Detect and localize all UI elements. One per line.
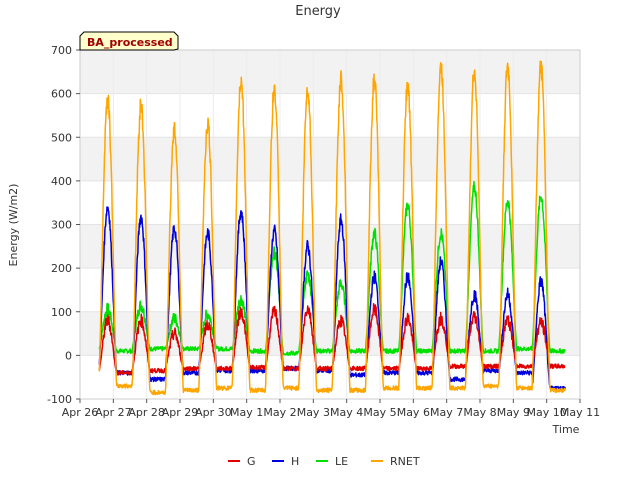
y-tick-label: 500 [51,131,72,144]
x-tick-label: Apr 30 [195,406,232,419]
legend-entry-g: G [228,455,256,468]
x-tick-label: May 11 [560,406,600,419]
y-tick-label: 0 [65,349,72,362]
plot-band [80,93,580,138]
y-tick-label: 300 [51,219,72,232]
x-tick-label: May 2 [263,406,296,419]
legend-label: G [247,455,256,468]
legend-entry-h: H [272,455,299,468]
x-tick-label: May 5 [363,406,396,419]
plot-band [80,180,580,225]
series-lines [98,60,566,396]
x-tick-label: May 9 [497,406,530,419]
x-tick-label: Apr 27 [95,406,132,419]
y-tick-label: 400 [51,175,72,188]
y-axis-title: Energy (W/m2) [7,184,20,267]
legend: G H LE RNET [228,455,420,468]
y-tick-label: 200 [51,262,72,275]
x-tick-label: May 4 [330,406,363,419]
plot-band [80,50,580,94]
x-axis-title: Time [552,423,580,436]
x-tick-label: May 7 [430,406,463,419]
x-tick-label: May 3 [297,406,330,419]
legend-label: LE [335,455,348,468]
x-tick-label: Apr 26 [62,406,99,419]
x-tick-label: Apr 29 [162,406,199,419]
y-tick-label: -100 [47,393,72,406]
legend-entry-rnet: RNET [371,455,420,468]
legend-entry-le: LE [316,455,348,468]
plot-band [80,137,580,181]
y-tick-label: 100 [51,306,72,319]
legend-label: H [291,455,299,468]
x-tick-label: May 1 [230,406,263,419]
plot-band [80,268,580,312]
badge-label: BA_processed [87,36,173,49]
x-tick-label: Apr 28 [128,406,165,419]
series-line-le [98,180,566,356]
y-tick-label: 600 [51,88,72,101]
series-line-rnet [98,60,566,396]
x-tick-label: May 6 [397,406,430,419]
y-tick-label: 700 [51,44,72,57]
x-tick-label: May 8 [463,406,496,419]
legend-label: RNET [390,455,420,468]
badge-box [79,31,179,51]
plot-area [80,50,580,399]
x-tick-label: May 10 [527,406,567,419]
plot-band [80,224,580,269]
badge: BA_processed [79,31,179,51]
chart-title: Energy [295,4,341,19]
